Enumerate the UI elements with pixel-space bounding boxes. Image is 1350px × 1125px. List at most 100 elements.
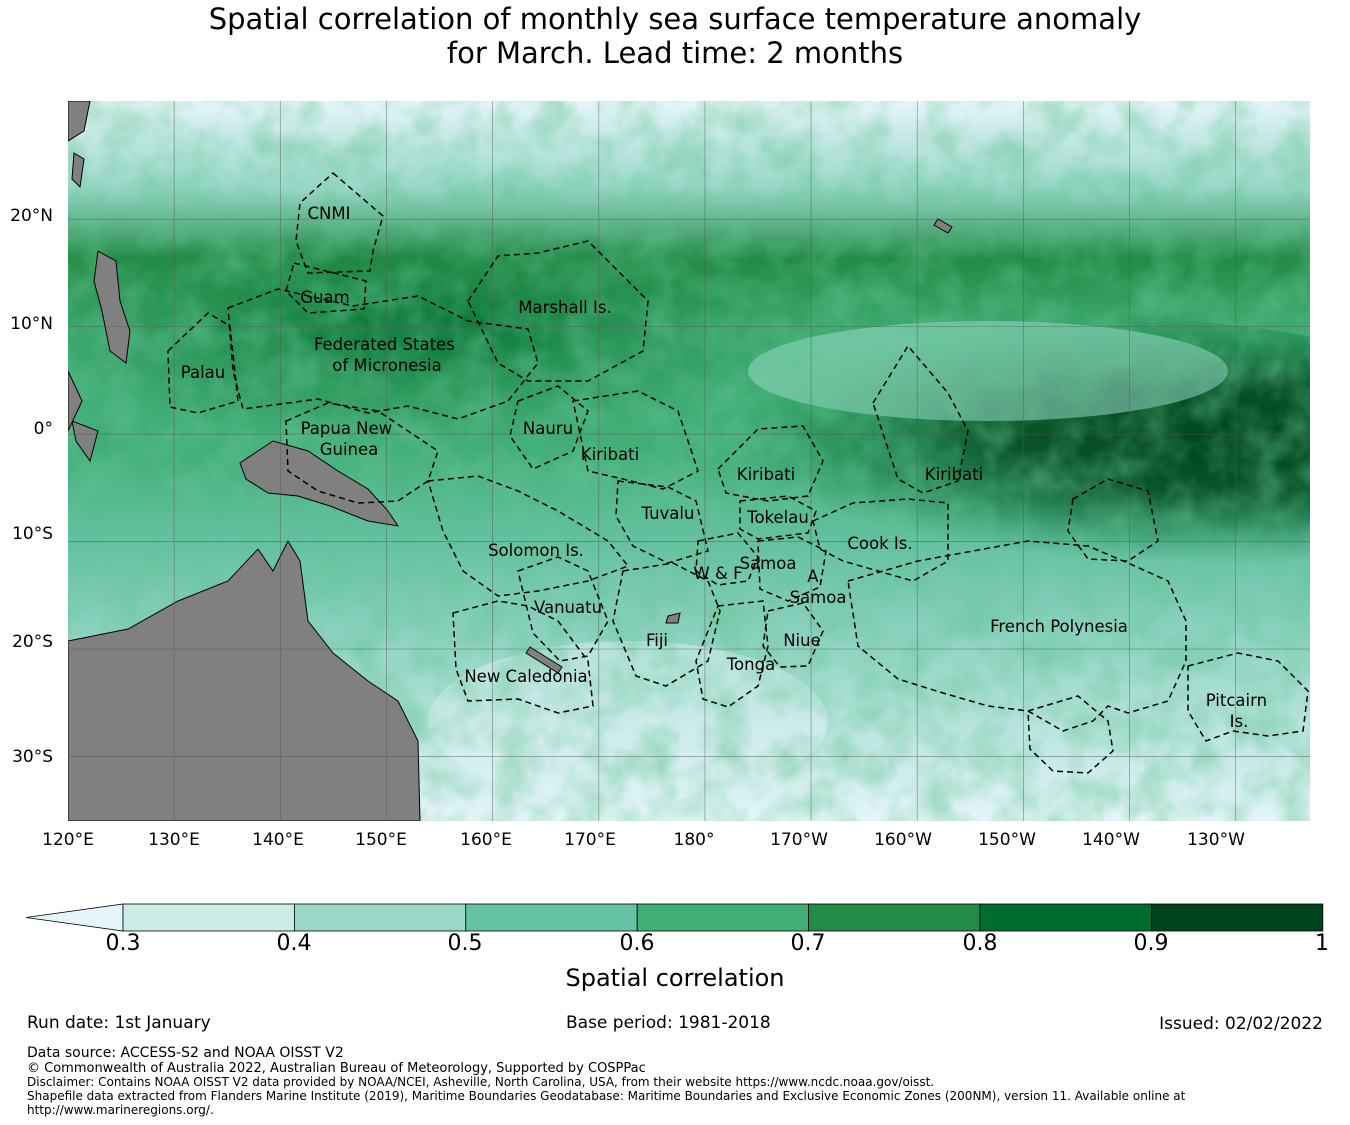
colorbar-tick-0.5: 0.5	[447, 931, 483, 956]
label-samoa: Samoa	[740, 554, 797, 573]
label-kiribati-phoenix: Kiribati	[737, 465, 795, 484]
lat-label-20s: 20°S	[12, 632, 53, 652]
lon-label-160e: 160°E	[460, 830, 512, 850]
run-date: Run date: 1st January	[27, 1013, 211, 1033]
label-cook: Cook Is.	[847, 534, 912, 553]
label-cnmi: CNMI	[308, 204, 351, 223]
fiji-island	[665, 612, 681, 624]
colorbar-tick-0.4: 0.4	[276, 931, 312, 956]
new-guinea	[239, 440, 400, 527]
chart-title: Spatial correlation of monthly sea surfa…	[0, 2, 1350, 70]
colorbar-segment	[293, 903, 467, 932]
asia-edge	[68, 101, 91, 142]
eez-boundaries	[167, 171, 1309, 774]
lon-label-140w: 140°W	[1082, 830, 1140, 850]
eez-kiribati-phoenix	[717, 425, 824, 502]
lat-label-0: 0°	[33, 419, 53, 439]
colorbar-tick-1: 1	[1315, 931, 1329, 956]
colorbar-segment	[979, 903, 1152, 932]
colorbar-label: Spatial correlation	[565, 964, 785, 992]
region-labels: CNMI Guam Marshall Is. Federated States …	[181, 204, 1273, 731]
label-nauru: Nauru	[523, 419, 573, 438]
eez-tuvalu	[615, 480, 709, 564]
colorbar-segment	[122, 903, 295, 932]
eez-tonga	[695, 600, 769, 708]
eez-kiribati-line-south	[1067, 478, 1159, 562]
eez-fiji	[612, 562, 721, 687]
eez-samoa	[695, 532, 759, 586]
land	[68, 101, 953, 821]
eez-marshall	[467, 240, 649, 382]
taiwan	[71, 152, 85, 189]
label-solomon: Solomon Is.	[488, 541, 584, 560]
label-pitcairn: Pitcairn Is.	[1206, 691, 1273, 731]
label-american-samoa: A. Samoa	[790, 567, 847, 607]
hawaii	[933, 218, 953, 234]
label-guam: Guam	[300, 288, 349, 307]
eez-cnmi	[295, 171, 384, 274]
label-tuvalu: Tuvalu	[641, 504, 695, 523]
issued-date: Issued: 02/02/2022	[1159, 1014, 1323, 1034]
lon-label-150e: 150°E	[355, 830, 407, 850]
label-niue: Niue	[783, 631, 821, 650]
eez-guam	[285, 262, 367, 314]
eez-niue	[762, 602, 824, 668]
lon-label-180: 180°	[673, 830, 715, 850]
title-line-1: Spatial correlation of monthly sea surfa…	[208, 2, 1142, 36]
shapefile-credit: Shapefile data extracted from Flanders M…	[27, 1089, 1186, 1103]
label-new-caledonia: New Caledonia	[464, 667, 587, 686]
label-tonga: Tonga	[726, 655, 775, 674]
lon-label-120e: 120°E	[42, 830, 94, 850]
lat-label-10n: 10°N	[10, 314, 53, 334]
eez-solomon	[427, 475, 630, 597]
label-french-polynesia: French Polynesia	[990, 617, 1128, 636]
colorbar-tick-0.3: 0.3	[105, 931, 141, 956]
colorbar-extend-low	[25, 903, 124, 932]
label-palau: Palau	[181, 363, 225, 382]
colorbar-tick-0.7: 0.7	[790, 931, 826, 956]
colorbar-segment	[465, 903, 638, 932]
colorbar	[25, 900, 1326, 970]
eez-fsm	[227, 288, 539, 420]
lon-label-140e: 140°E	[252, 830, 304, 850]
australia	[68, 539, 421, 821]
label-wf: W & F	[693, 564, 742, 583]
label-tokelau: Tokelau	[746, 508, 809, 527]
colorbar-segment	[636, 903, 810, 932]
eez-cook	[812, 498, 949, 582]
new-caledonia	[525, 646, 563, 674]
graticule	[68, 101, 1310, 821]
correlation-map: CNMI Guam Marshall Is. Federated States …	[68, 101, 1310, 821]
eez-new-caledonia	[452, 600, 594, 714]
base-period: Base period: 1981-2018	[566, 1013, 771, 1033]
label-marshall: Marshall Is.	[518, 298, 611, 317]
eez-kiribati-gilbert	[572, 390, 699, 490]
disclaimer: Disclaimer: Contains NOAA OISST V2 data …	[27, 1075, 935, 1089]
eez-nauru	[509, 385, 589, 470]
philippines	[93, 250, 131, 364]
borneo-edge	[68, 370, 83, 432]
colorbar-tick-0.9: 0.9	[1133, 931, 1169, 956]
eez-palau	[167, 312, 239, 414]
lat-label-20n: 20°N	[10, 206, 53, 226]
lat-label-10s: 10°S	[12, 524, 53, 544]
copyright: © Commonwealth of Australia 2022, Austra…	[27, 1061, 646, 1076]
data-source: Data source: ACCESS-S2 and NOAA OISST V2	[27, 1045, 344, 1061]
label-png: Papua New Guinea	[301, 419, 398, 459]
lon-label-160w: 160°W	[874, 830, 932, 850]
lon-label-130e: 130°E	[148, 830, 200, 850]
lon-label-170e: 170°E	[564, 830, 616, 850]
label-vanuatu: Vanuatu	[534, 598, 602, 617]
eez-kiribati-line	[872, 344, 969, 494]
eez-french-polynesia	[847, 540, 1187, 732]
eez-pitcairn	[1187, 652, 1309, 742]
lon-label-130w: 130°W	[1187, 830, 1245, 850]
eez-tokelau	[739, 495, 817, 540]
eez-american-samoa	[757, 536, 827, 602]
colorbar-tick-0.8: 0.8	[962, 931, 998, 956]
map-canvas: CNMI Guam Marshall Is. Federated States …	[68, 101, 1310, 821]
colorbar-svg	[25, 903, 1324, 932]
lon-label-150w: 150°W	[978, 830, 1036, 850]
colorbar-segment	[1151, 903, 1324, 932]
label-fsm: Federated States of Micronesia	[314, 335, 460, 375]
